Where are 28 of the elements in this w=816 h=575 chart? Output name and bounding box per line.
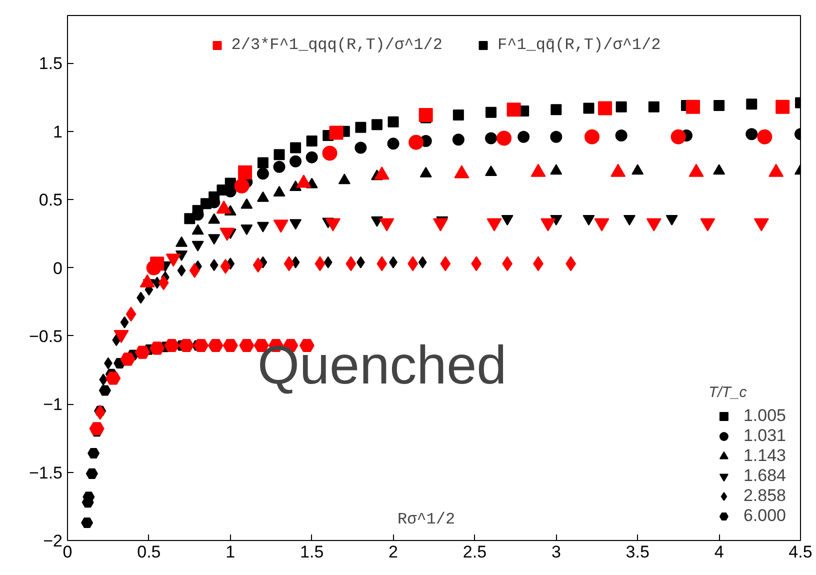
x-tick-label: 0.5 xyxy=(137,542,161,562)
y-tick-label: 1.5 xyxy=(38,54,63,74)
x-tick-label: 1 xyxy=(226,542,236,562)
annotation: Quenched xyxy=(258,336,507,396)
x-tick-label: 4.5 xyxy=(788,542,812,562)
x-tick-label: 3 xyxy=(551,542,561,562)
y-tick-label: −1.5 xyxy=(28,463,62,482)
y-tick-label: −1 xyxy=(43,395,63,414)
y-tick-label: −0.5 xyxy=(28,326,62,346)
legend-label: F^1_qq̄(R,T)/σ^1/2 xyxy=(498,36,661,54)
x-tick-label: 4 xyxy=(714,542,724,562)
legend-label: 1.684 xyxy=(743,466,786,486)
legend-title: T/T_c xyxy=(708,384,748,401)
x-tick-label: 2.5 xyxy=(462,542,487,562)
y-tick-label: 0.5 xyxy=(38,190,63,210)
legend-label: 1.005 xyxy=(743,406,786,426)
legend-label: 6.000 xyxy=(743,506,786,526)
x-tick-label: 2 xyxy=(388,542,398,562)
x-tick-label: 3.5 xyxy=(626,542,650,562)
y-tick-label: −2 xyxy=(43,532,63,550)
legend-label: 2/3*F^1_qqq(R,T)/σ^1/2 xyxy=(231,36,442,54)
legend-label: 1.031 xyxy=(743,426,786,446)
legend-label: 2.858 xyxy=(743,486,786,506)
x-axis-title: Rσ^1/2 xyxy=(398,510,456,528)
legend-label: 1.143 xyxy=(743,446,786,466)
x-tick-label: 1.5 xyxy=(300,542,324,562)
y-tick-label: 0 xyxy=(53,258,63,278)
y-tick-label: 1 xyxy=(53,122,63,142)
